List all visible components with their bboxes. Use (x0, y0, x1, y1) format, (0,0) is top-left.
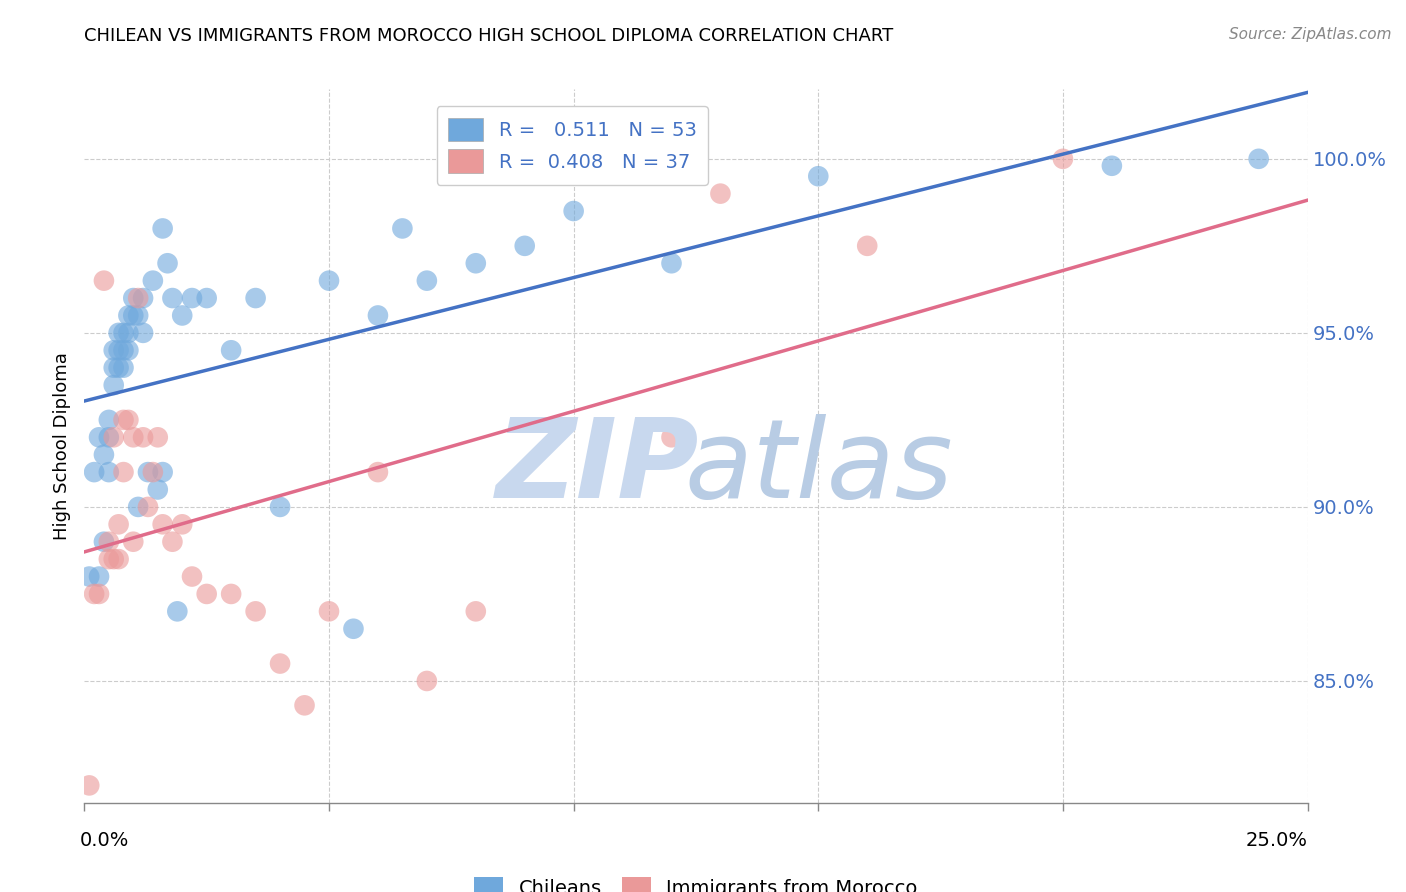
Text: 0.0%: 0.0% (80, 830, 129, 850)
Point (318, 274, 340, 288)
Point (1101, 159, 1123, 173)
Point (87, 569, 110, 583)
Point (219, 343, 242, 358)
Point (103, 343, 125, 358)
Point (77, 778, 100, 792)
Legend: Chileans, Immigrants from Morocco: Chileans, Immigrants from Morocco (467, 870, 925, 892)
Point (464, 256, 486, 270)
Point (93, 274, 115, 288)
Point (97, 413, 120, 427)
Point (142, 465, 165, 479)
Point (107, 360, 129, 375)
Point (136, 500, 159, 514)
Text: atlas: atlas (683, 414, 953, 521)
Point (245, 291, 267, 305)
Point (103, 360, 125, 375)
Point (367, 309, 389, 323)
Point (156, 256, 179, 270)
Point (87, 587, 110, 601)
Point (152, 517, 174, 532)
Point (117, 326, 139, 340)
Point (112, 413, 135, 427)
Point (107, 517, 129, 532)
Point (136, 465, 159, 479)
Point (318, 604, 340, 618)
Point (661, 430, 683, 444)
Point (77, 569, 100, 583)
Point (166, 604, 188, 618)
Point (132, 291, 155, 305)
Point (269, 657, 291, 671)
Point (172, 517, 194, 532)
Point (112, 360, 135, 375)
Point (122, 309, 145, 323)
Point (245, 604, 267, 618)
Point (856, 239, 879, 253)
Point (127, 309, 149, 323)
Point (342, 622, 364, 636)
Point (132, 430, 155, 444)
Point (416, 274, 439, 288)
Point (807, 169, 830, 184)
Point (127, 291, 149, 305)
Point (1247, 152, 1270, 166)
Point (162, 534, 184, 549)
Point (709, 186, 731, 201)
Y-axis label: High School Diploma: High School Diploma (53, 352, 72, 540)
Point (146, 483, 169, 497)
Point (93, 448, 115, 462)
Point (103, 378, 125, 392)
Point (464, 604, 486, 618)
Point (269, 500, 291, 514)
Point (1052, 152, 1074, 166)
Point (107, 343, 129, 358)
Point (117, 309, 139, 323)
Point (162, 291, 184, 305)
Text: ZIP: ZIP (496, 414, 700, 521)
Point (112, 465, 135, 479)
Point (83, 465, 105, 479)
Point (367, 465, 389, 479)
Point (122, 430, 145, 444)
Point (97, 534, 120, 549)
Point (107, 552, 129, 566)
Point (107, 326, 129, 340)
Point (172, 309, 194, 323)
Point (103, 430, 125, 444)
Point (83, 587, 105, 601)
Point (122, 291, 145, 305)
Point (97, 430, 120, 444)
Point (122, 534, 145, 549)
Point (181, 291, 204, 305)
Point (97, 552, 120, 566)
Point (152, 221, 174, 235)
Text: CHILEAN VS IMMIGRANTS FROM MOROCCO HIGH SCHOOL DIPLOMA CORRELATION CHART: CHILEAN VS IMMIGRANTS FROM MOROCCO HIGH … (84, 27, 894, 45)
Point (97, 465, 120, 479)
Point (195, 587, 218, 601)
Point (132, 326, 155, 340)
Point (127, 500, 149, 514)
Point (416, 673, 439, 688)
Point (562, 204, 585, 219)
Point (93, 534, 115, 549)
Point (117, 343, 139, 358)
Point (195, 291, 218, 305)
Point (219, 587, 242, 601)
Point (112, 343, 135, 358)
Point (181, 569, 204, 583)
Point (117, 413, 139, 427)
Point (391, 221, 413, 235)
Point (513, 239, 536, 253)
Point (294, 698, 316, 713)
Point (661, 256, 683, 270)
Text: Source: ZipAtlas.com: Source: ZipAtlas.com (1229, 27, 1392, 42)
Text: 25.0%: 25.0% (1246, 830, 1308, 850)
Point (152, 465, 174, 479)
Point (103, 552, 125, 566)
Point (112, 326, 135, 340)
Point (142, 274, 165, 288)
Point (146, 430, 169, 444)
Point (87, 430, 110, 444)
